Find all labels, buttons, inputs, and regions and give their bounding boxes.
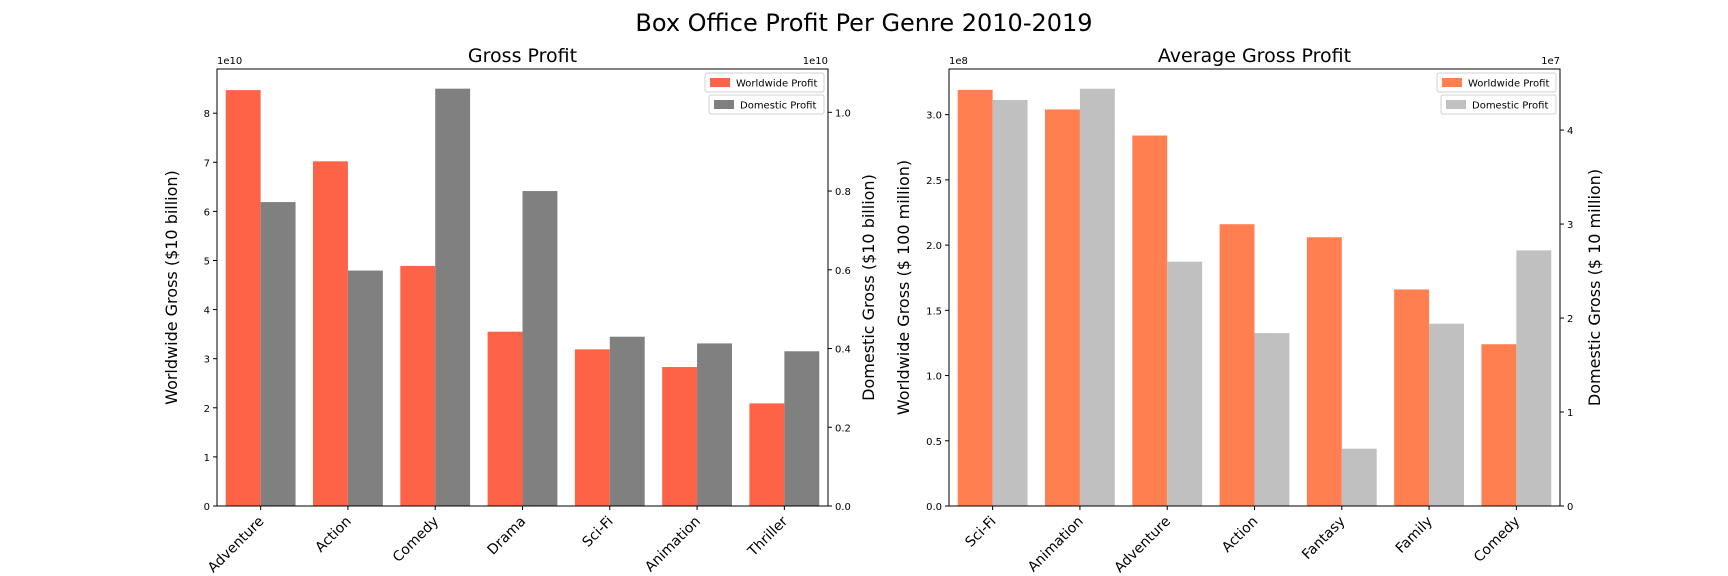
- bar-domestic-adventure: [1167, 261, 1203, 506]
- chart-title: Gross Profit: [468, 45, 577, 67]
- bar-domestic-animation: [697, 343, 732, 506]
- bar-domestic-adventure: [260, 202, 296, 506]
- x-tick-label: Family: [1393, 514, 1436, 557]
- x-tick-label: Drama: [485, 514, 530, 559]
- right-axis-label: Domestic Gross ($ 10 million): [1585, 169, 1604, 406]
- bar-worldwide-adventure: [1132, 135, 1168, 506]
- x-tick-label: Adventure: [205, 514, 268, 576]
- chart-title: Average Gross Profit: [1158, 45, 1351, 67]
- bar-domestic-fantasy: [1341, 448, 1377, 506]
- right-tick-label: 0.8: [835, 187, 851, 198]
- left-tick-label: 2.0: [926, 241, 942, 252]
- left-tick-label: 1.0: [926, 372, 942, 383]
- x-tick-label: Animation: [1025, 514, 1087, 576]
- right-axis-label: Domestic Gross ($10 billion): [859, 174, 878, 401]
- figure-title: Box Office Profit Per Genre 2010-2019: [635, 9, 1092, 37]
- chart-panel-2: Average Gross Profit 0.0 0.5 1.0 1.5 2.0 2.5 3.…: [894, 45, 1604, 576]
- left-tick-label: 8: [204, 109, 210, 120]
- bar-worldwide-action: [313, 161, 348, 506]
- left-tick-label: 0: [204, 502, 210, 513]
- legend-box: [704, 72, 825, 93]
- left-axis-label: Worldwide Gross ($10 billion): [162, 170, 181, 405]
- left-tick-label: 1.5: [926, 306, 942, 317]
- right-tick-label: 0.0: [835, 502, 851, 513]
- right-tick-label: 2: [1567, 314, 1573, 325]
- right-tick-label: 3: [1567, 220, 1573, 231]
- bar-worldwide-adventure: [225, 90, 261, 507]
- left-tick-label: 6: [204, 207, 210, 218]
- right-tick-label: 4: [1567, 126, 1573, 137]
- bar-domestic-comedy: [1516, 250, 1552, 506]
- bar-domestic-drama: [522, 191, 558, 507]
- legend-label-worldwide: Worldwide Profit: [1468, 79, 1549, 90]
- legend-swatch-domestic: [714, 100, 734, 109]
- bar-domestic-family: [1429, 323, 1464, 506]
- bar-worldwide-animation: [1045, 109, 1080, 506]
- left-axis-label: Worldwide Gross ($ 100 million): [894, 160, 913, 415]
- bar-domestic-action: [1254, 333, 1290, 506]
- x-tick-label: Fantasy: [1299, 514, 1348, 563]
- bar-domestic-animation: [1079, 88, 1115, 507]
- legend-label-worldwide: Worldwide Profit: [736, 79, 817, 90]
- legend-box: [708, 94, 825, 115]
- right-tick-label: 0.2: [835, 423, 851, 434]
- bar-domestic-sci-fi: [609, 336, 645, 506]
- legend-swatch-domestic: [1446, 100, 1466, 109]
- x-tick-label: Sci-Fi: [962, 514, 999, 551]
- right-axis-offset: 1e7: [1541, 56, 1560, 67]
- legend-box: [1440, 94, 1557, 115]
- left-tick-label: 2: [204, 404, 210, 415]
- chart-panel-1: Gross Profit 0 1 2 3 4 5 6 7 8 0.0 0.2 0.4 0.6 0.8 1.0 1…: [162, 45, 878, 576]
- bar-domestic-thriller: [784, 351, 820, 506]
- left-tick-label: 3.0: [926, 111, 942, 122]
- left-tick-label: 5: [204, 256, 210, 267]
- x-tick-label: Comedy: [390, 514, 442, 566]
- right-tick-label: 0.4: [835, 345, 851, 356]
- bar-worldwide-drama: [487, 331, 523, 506]
- bar-worldwide-comedy: [400, 265, 436, 506]
- x-tick-label: Sci-Fi: [580, 514, 617, 551]
- bar-worldwide-comedy: [1481, 344, 1517, 506]
- left-tick-label: 1: [204, 453, 210, 464]
- bar-worldwide-animation: [662, 367, 698, 506]
- right-tick-label: 1: [1567, 408, 1573, 419]
- x-tick-label: Animation: [642, 514, 704, 576]
- left-tick-label: 7: [204, 158, 210, 169]
- left-tick-label: 0.5: [926, 437, 942, 448]
- bar-worldwide-action: [1219, 224, 1255, 507]
- x-tick-label: Comedy: [1471, 514, 1523, 566]
- bar-domestic-action: [347, 270, 383, 506]
- bar-worldwide-fantasy: [1306, 237, 1342, 506]
- bar-worldwide-sci-fi: [574, 349, 610, 506]
- bar-domestic-comedy: [435, 88, 471, 507]
- x-tick-label: Adventure: [1112, 514, 1175, 576]
- left-axis-offset: 1e10: [217, 56, 242, 67]
- bar-worldwide-thriller: [749, 403, 785, 506]
- bar-worldwide-family: [1394, 289, 1430, 506]
- bar-worldwide-sci-fi: [957, 89, 993, 507]
- legend-swatch-worldwide: [1442, 78, 1462, 87]
- legend-label-domestic: Domestic Profit: [1472, 101, 1548, 112]
- left-axis-offset: 1e8: [949, 56, 968, 67]
- legend-swatch-worldwide: [710, 78, 730, 87]
- legend-label-domestic: Domestic Profit: [740, 101, 816, 112]
- left-tick-label: 3: [204, 355, 210, 366]
- right-tick-label: 0: [1567, 502, 1573, 513]
- x-tick-label: Action: [1219, 514, 1261, 556]
- left-tick-label: 2.5: [926, 176, 942, 187]
- x-tick-label: Thriller: [744, 513, 791, 560]
- legend-box: [1436, 72, 1557, 93]
- right-tick-label: 0.6: [835, 266, 851, 277]
- right-axis-offset: 1e10: [803, 56, 828, 67]
- right-tick-label: 1.0: [835, 108, 851, 119]
- left-tick-label: 0.0: [926, 502, 942, 513]
- bar-domestic-sci-fi: [992, 100, 1028, 506]
- x-tick-label: Action: [312, 514, 354, 556]
- left-tick-label: 4: [204, 306, 210, 317]
